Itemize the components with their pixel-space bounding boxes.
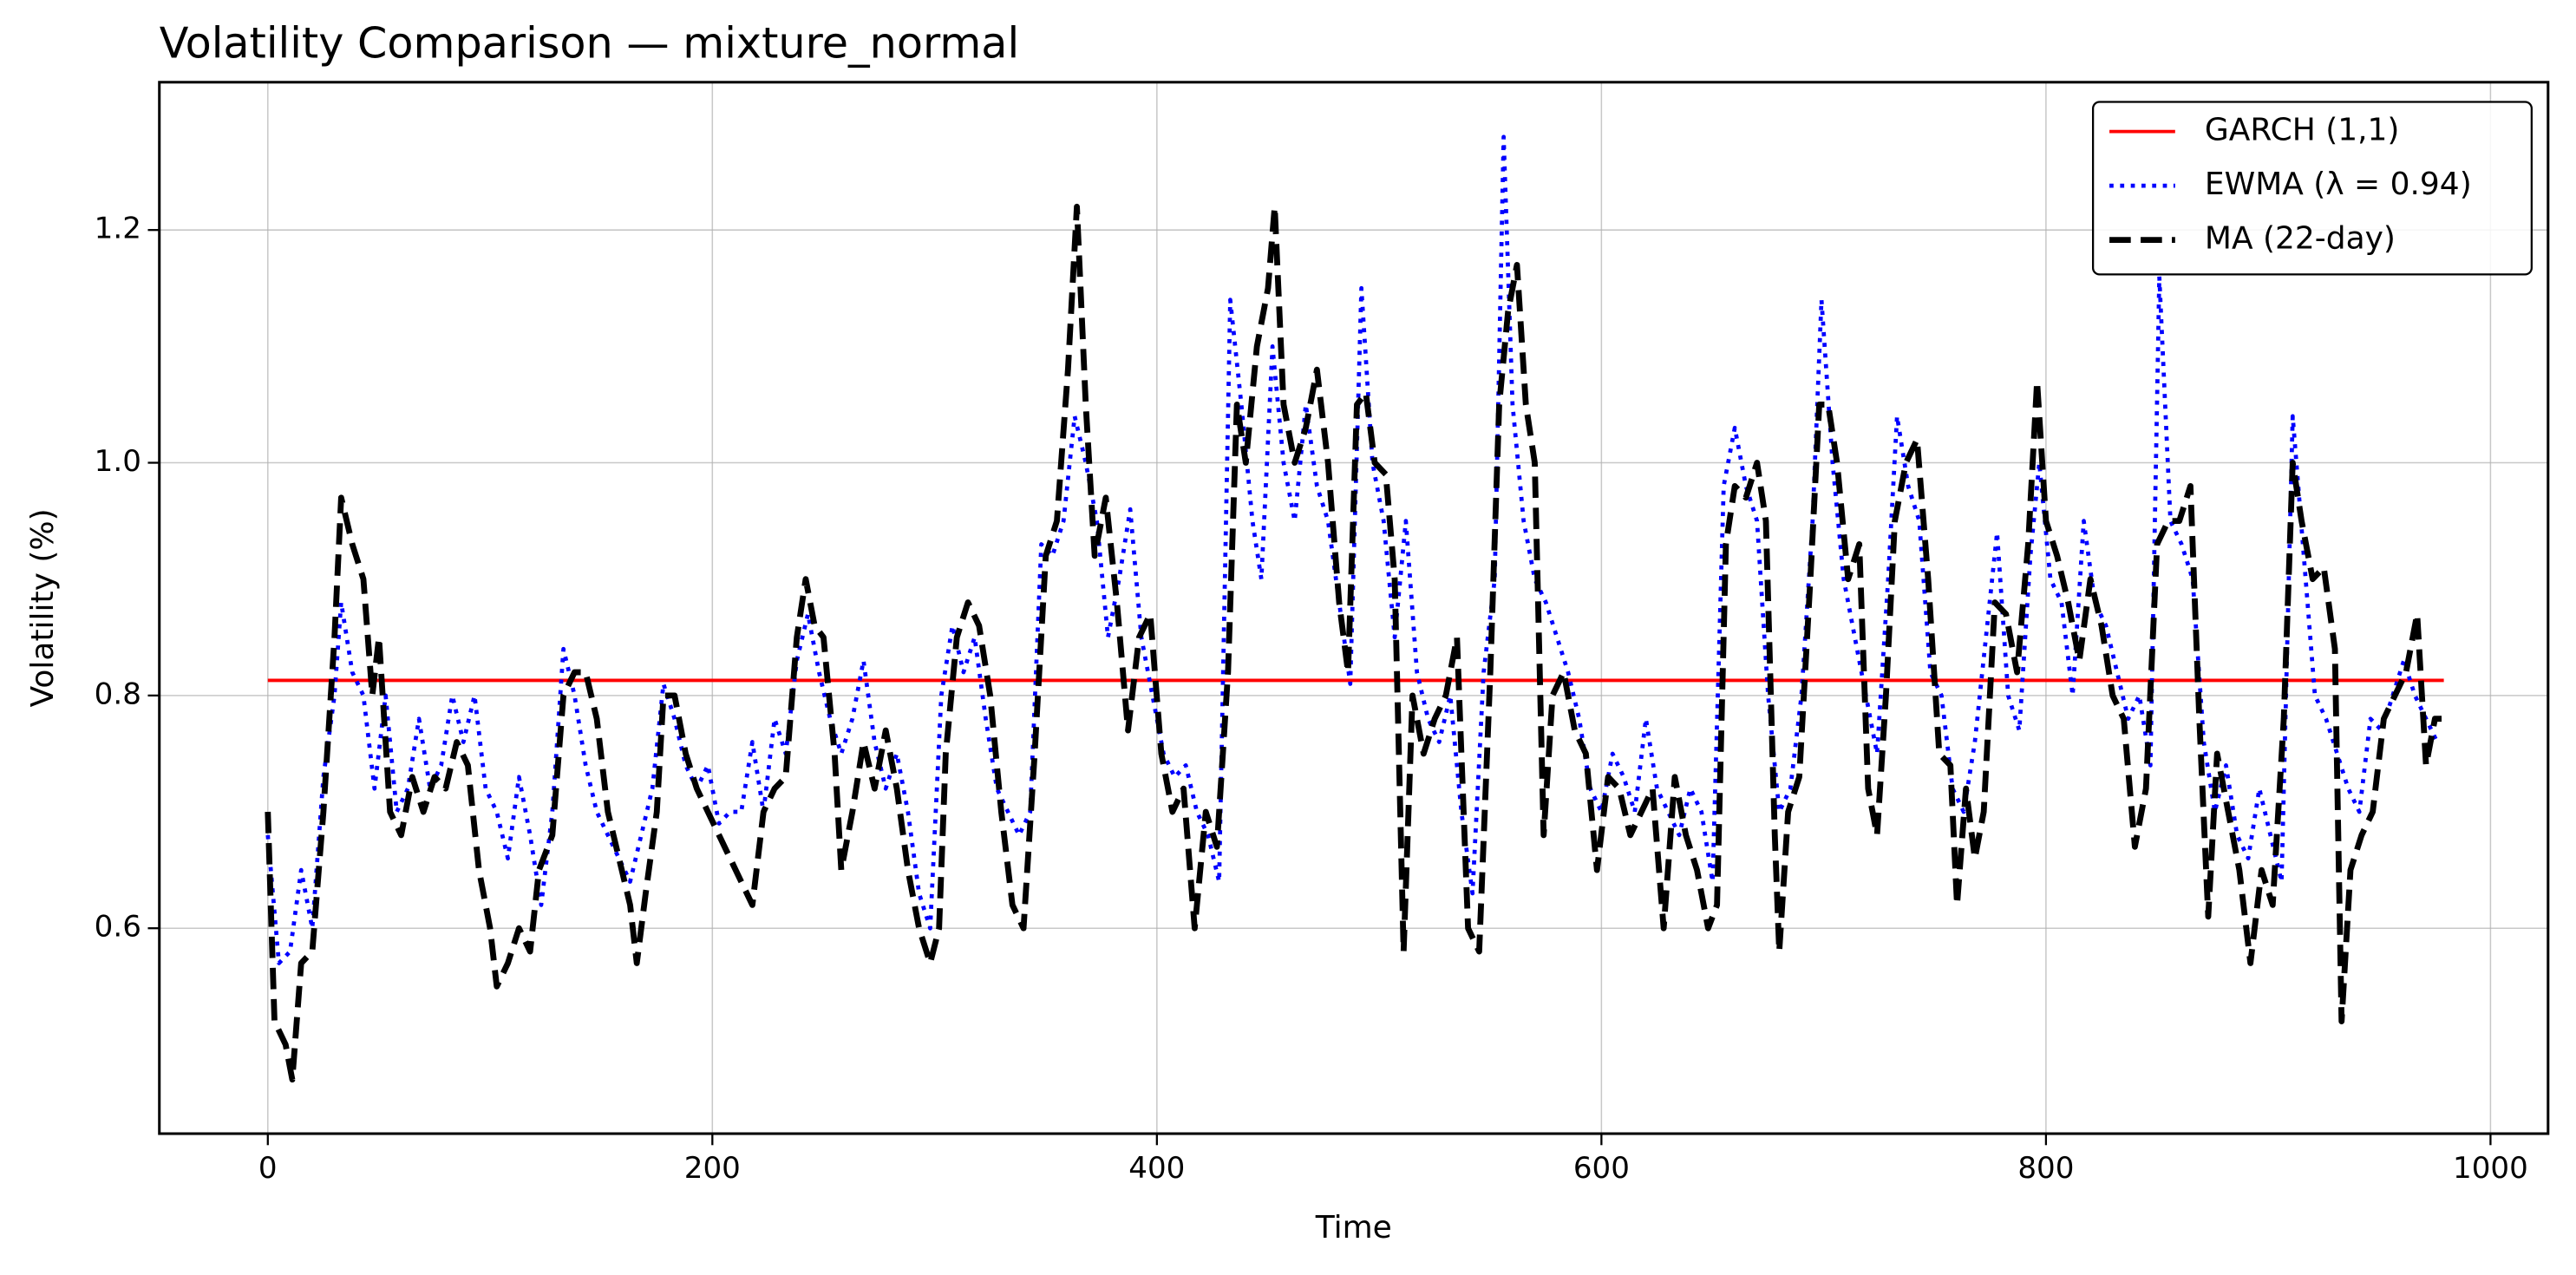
plot-lines bbox=[265, 134, 2444, 1083]
legend-label: MA (22-day) bbox=[2205, 221, 2396, 257]
y-axis-label: Volatility (%) bbox=[25, 508, 61, 707]
axes: 0 200 400 600 800 1000 0.6 0.8 1.0 1.2 bbox=[95, 212, 2528, 1187]
x-tick-label: 0 bbox=[258, 1151, 278, 1186]
legend-label: EWMA (λ = 0.94) bbox=[2205, 167, 2472, 202]
chart-title: Volatility Comparison — mixture_normal bbox=[160, 18, 1019, 69]
plot-frame bbox=[158, 81, 2550, 1135]
legend-box bbox=[2091, 101, 2533, 276]
y-tick-label: 1.2 bbox=[95, 212, 141, 246]
x-tick-label: 200 bbox=[684, 1151, 741, 1186]
y-tick-label: 0.8 bbox=[95, 677, 141, 711]
y-tick-label: 1.0 bbox=[95, 444, 141, 479]
legend-label: GARCH (1,1) bbox=[2205, 113, 2400, 148]
y-tick-label: 0.6 bbox=[95, 910, 141, 945]
series-line bbox=[265, 203, 2442, 1083]
x-tick-label: 1000 bbox=[2453, 1151, 2528, 1186]
x-tick-label: 800 bbox=[2017, 1151, 2074, 1186]
legend: GARCH (1,1) EWMA (λ = 0.94) MA (22-day) bbox=[2091, 101, 2533, 276]
x-tick-label: 400 bbox=[1128, 1151, 1185, 1186]
x-axis-label: Time bbox=[1315, 1210, 1392, 1246]
x-tick-label: 600 bbox=[1573, 1151, 1630, 1186]
